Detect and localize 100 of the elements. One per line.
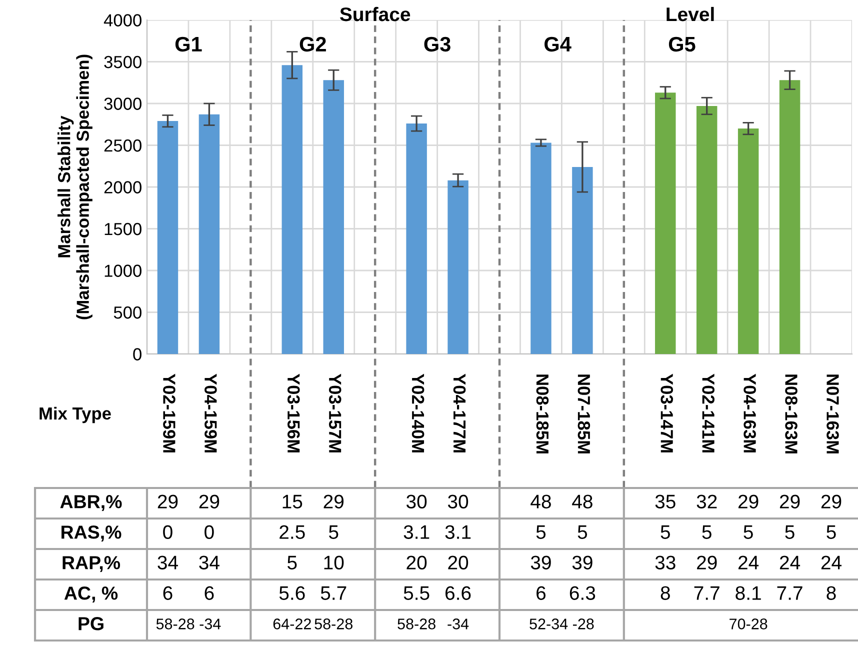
text: 6 [163,586,172,600]
text: 2.5 [280,525,305,539]
text: 24 [821,556,842,570]
x-tick-label: N07-185M [578,374,590,454]
x-tick-label: N07-163M [826,374,839,454]
text: RAS,% [62,526,122,542]
text: PG [78,617,104,630]
text: 34 [199,556,220,570]
text: 20 [406,556,427,570]
annotation: G4 [544,36,572,52]
annotation: G3 [424,36,450,52]
text: 39 [572,556,592,570]
text: 10 [324,556,344,570]
text: 3.1 [445,525,471,539]
text: 6.6 [446,586,471,600]
text: 29 [821,494,842,508]
bar [198,114,220,354]
text: 8 [826,586,836,600]
text: 6 [204,586,214,600]
text: 33 [655,556,676,570]
text: 35 [655,494,676,508]
text: 15 [282,494,302,508]
y-tick-label: 4000 [104,14,142,26]
text: 5 [744,525,753,539]
bar [406,124,427,354]
y-tick-label: 2500 [104,139,142,152]
x-tick-label: N08-185M [536,374,549,454]
text: 8 [660,586,670,600]
x-tick-label: Y02-140M [412,374,424,452]
text: 5.5 [404,586,430,600]
text: 3.1 [404,525,430,539]
text: 24 [738,556,759,570]
text: 7.7 [694,586,720,600]
text: 29 [158,494,178,508]
text: 58-28 -34 [156,618,221,630]
bar [448,180,468,354]
text: 5 [536,525,546,539]
x-tick-label: Y04-177M [453,374,466,452]
y-tick-label: 3500 [104,56,142,68]
text: 64-22 [273,618,311,630]
bar [572,166,593,354]
text: 0 [163,525,172,539]
text: 30 [448,494,468,508]
text: 0 [204,525,214,539]
text: 58-28 [398,618,436,630]
text: 70-28 [730,618,768,630]
text: 6 [536,586,546,600]
y-tick-label: 2000 [104,181,142,194]
x-tick-label: Y03-147M [660,374,674,452]
text: 29 [324,494,344,508]
text: 29 [697,556,717,570]
text: 5.6 [279,586,305,600]
text: 24 [780,556,800,570]
text: 5 [328,525,338,539]
x-tick-label: N08-163M [785,374,798,454]
text: 5 [660,525,670,539]
text: 52-34 -28 [530,618,594,630]
text: RAP,% [62,556,120,572]
x-tick-label: Y02-141M [702,374,714,452]
text: 20 [448,556,468,570]
text: 29 [738,494,758,508]
text: ABR,% [60,495,122,511]
bar [323,80,344,354]
y-tick-label: 0 [133,348,142,360]
annotation: G2 [300,36,326,52]
text: 5 [785,525,794,539]
x-tick-label: Y04-163M [744,374,756,452]
text: 7.7 [777,586,802,600]
text: 30 [406,494,427,508]
text: 29 [780,494,800,508]
annotation: Surface [340,6,410,22]
text: 34 [158,556,178,570]
y-tick-label: 3000 [104,98,142,110]
annotation: G5 [668,36,696,52]
text: 8.1 [736,586,761,600]
x-tick-label: Y02-159M [163,374,176,452]
text: 6.3 [570,586,596,600]
x-tick-label: Y03-157M [328,374,342,452]
text: 48 [530,494,551,508]
y-tick-label: 500 [114,306,142,319]
bar [696,106,718,354]
text: 5 [826,525,836,539]
text: 32 [696,494,717,508]
text: 29 [199,494,220,508]
x-tick-label: Y03-156M [287,374,300,452]
text: 58-28 [314,618,352,630]
bar [157,121,178,354]
bar [530,142,552,354]
text: 5.7 [320,586,346,600]
bar [282,65,303,354]
text: 5 [702,525,712,539]
bar [655,92,676,354]
y-axis-title: Marshall Stability (Marshall-compacted Specimen) [58,54,92,320]
text: Mix Type [40,406,111,424]
y-tick-label: 1000 [104,264,142,277]
text: -34 [448,618,469,630]
text: 5 [288,556,297,570]
bar [779,80,800,354]
bar [738,128,759,354]
y-tick-label: 1500 [104,222,142,236]
